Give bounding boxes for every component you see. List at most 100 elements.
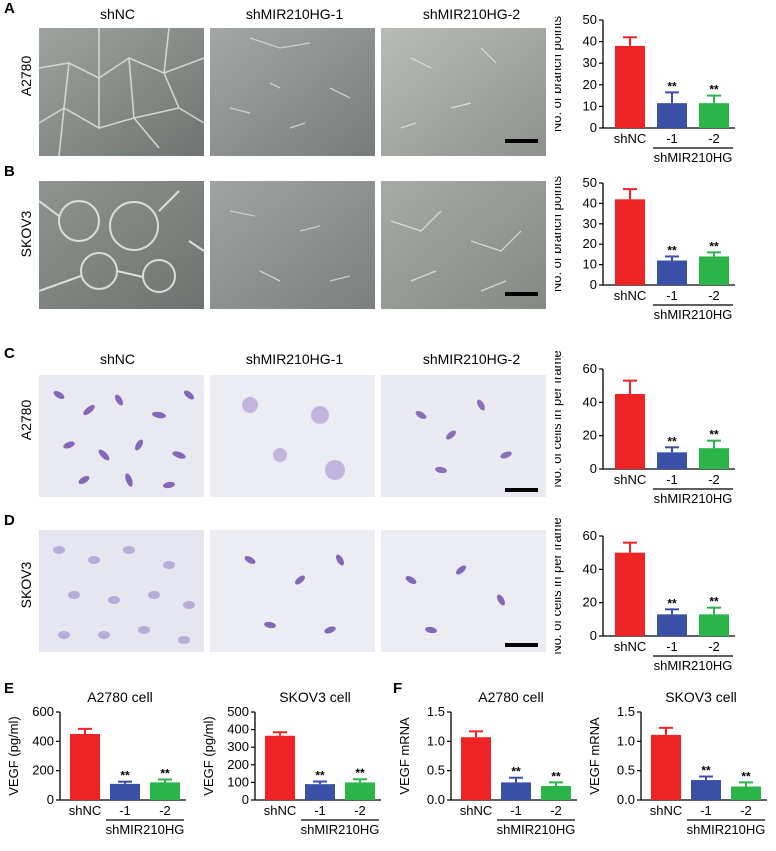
y-axis-label: No. of branch points: [555, 15, 564, 132]
row-label-skov3-d: SKOV3: [18, 561, 34, 609]
chart-title: SKOV3 cell: [665, 689, 737, 705]
group-label: shMIR210HG: [654, 150, 733, 165]
significance-mark: **: [511, 765, 521, 779]
bar: [657, 614, 687, 636]
y-tick-label: 50: [583, 175, 597, 190]
stain-image-c-sh1: [210, 375, 375, 497]
panel-label-d: D: [4, 512, 15, 529]
category-label: -1: [666, 288, 678, 303]
y-tick-label: 20: [583, 595, 597, 610]
category-label: -2: [354, 803, 366, 818]
bar: [699, 614, 729, 636]
category-label: -1: [119, 803, 131, 818]
column-title-sh1: shMIR210HG-1: [245, 6, 344, 22]
bar: [461, 737, 491, 800]
significance-mark: **: [709, 595, 719, 609]
y-tick-label: 0: [590, 461, 597, 476]
bar: [657, 260, 687, 285]
y-tick-label: 100: [227, 774, 249, 789]
y-tick-label: 40: [583, 34, 597, 49]
tube-image-b-shnc: [39, 181, 204, 309]
group-label: shMIR210HG: [106, 822, 185, 837]
bar: [615, 552, 645, 636]
category-label: -2: [708, 472, 720, 487]
panel-label-a: A: [4, 0, 15, 17]
y-tick-label: 0: [590, 277, 597, 292]
y-tick-label: 40: [583, 394, 597, 409]
y-axis-label: No. of cells in per frame: [555, 350, 564, 487]
category-label: shNC: [460, 803, 493, 818]
tube-image-a-sh2: [381, 28, 546, 156]
y-tick-label: 300: [227, 739, 249, 754]
chart-title: A2780 cell: [87, 689, 152, 705]
chart-e-skov3: SKOV3 cell VEGF (pg/ml) 0 100 200 300 400 500 sh…: [201, 689, 381, 837]
significance-mark: **: [355, 766, 365, 780]
panel-label-f: F: [393, 680, 403, 697]
group-label: shMIR210HG: [654, 491, 733, 506]
bar: [501, 782, 531, 800]
category-label: -2: [550, 803, 562, 818]
category-label: shNC: [650, 803, 683, 818]
y-tick-label: 1.5: [617, 704, 635, 719]
group-label: shMIR210HG: [654, 307, 733, 322]
y-axis-label: VEGF (pg/ml): [201, 716, 216, 795]
bar: [615, 394, 645, 469]
column-title-sh2-c: shMIR210HG-2: [422, 351, 521, 367]
panel-label-b: B: [4, 163, 15, 180]
bar: [110, 783, 140, 800]
chart-title: A2780 cell: [478, 689, 543, 705]
y-tick-label: 20: [583, 236, 597, 251]
category-label: -1: [314, 803, 326, 818]
row-label-skov3-b: SKOV3: [18, 210, 34, 258]
y-axis-label: No. of cells in per frame: [555, 517, 564, 654]
bar: [305, 784, 335, 800]
y-tick-label: 0: [590, 628, 597, 643]
y-tick-label: 0.0: [617, 792, 635, 807]
category-label: -1: [666, 131, 678, 146]
panel-label-c: C: [4, 345, 15, 362]
category-label: shNC: [69, 803, 102, 818]
y-tick-label: 0.5: [617, 763, 635, 778]
tube-image-a-sh1: [210, 28, 375, 156]
stain-image-c-shnc: [39, 375, 204, 497]
scale-bar-d: [505, 643, 538, 647]
y-tick-label: 60: [583, 528, 597, 543]
bar: [150, 782, 180, 800]
group-label: shMIR210HG: [301, 822, 380, 837]
significance-mark: **: [709, 428, 719, 442]
bar: [345, 782, 375, 800]
bar: [699, 448, 729, 469]
group-label: shMIR210HG: [497, 822, 576, 837]
y-tick-label: 0: [47, 792, 54, 807]
category-label: shNC: [614, 288, 647, 303]
y-tick-label: 400: [32, 733, 54, 748]
bar: [651, 734, 681, 800]
column-title-sh1-c: shMIR210HG-1: [245, 351, 344, 367]
column-title-shnc: shNC: [99, 6, 135, 22]
y-tick-label: 40: [583, 561, 597, 576]
y-tick-label: 200: [32, 763, 54, 778]
category-label: -2: [708, 639, 720, 654]
y-tick-label: 40: [583, 195, 597, 210]
y-tick-label: 50: [583, 12, 597, 27]
significance-mark: **: [120, 769, 130, 783]
row-label-a2780-c: A2780: [18, 399, 34, 441]
chart-d: No. of cells in per frame 0 20 40 60 shNC ** -1…: [555, 517, 735, 673]
chart-c: No. of cells in per frame 0 20 40 60 shNC ** -1…: [555, 350, 735, 506]
y-tick-label: 20: [583, 428, 597, 443]
category-label: -2: [708, 288, 720, 303]
y-tick-label: 600: [32, 704, 54, 719]
bar: [657, 452, 687, 469]
category-label: -2: [159, 803, 171, 818]
chart-e-a2780: A2780 cell VEGF (pg/ml) 0 200 400 600 shNC ** -1…: [6, 689, 186, 837]
significance-mark: **: [160, 766, 170, 780]
y-tick-label: 60: [583, 361, 597, 376]
category-label: shNC: [264, 803, 297, 818]
stain-image-d-sh2: [381, 530, 546, 652]
bar: [615, 45, 645, 128]
y-tick-label: 30: [583, 216, 597, 231]
y-tick-label: 0: [242, 792, 249, 807]
group-label: shMIR210HG: [654, 658, 733, 673]
row-label-a2780-a: A2780: [18, 55, 34, 97]
chart-title: SKOV3 cell: [279, 689, 351, 705]
